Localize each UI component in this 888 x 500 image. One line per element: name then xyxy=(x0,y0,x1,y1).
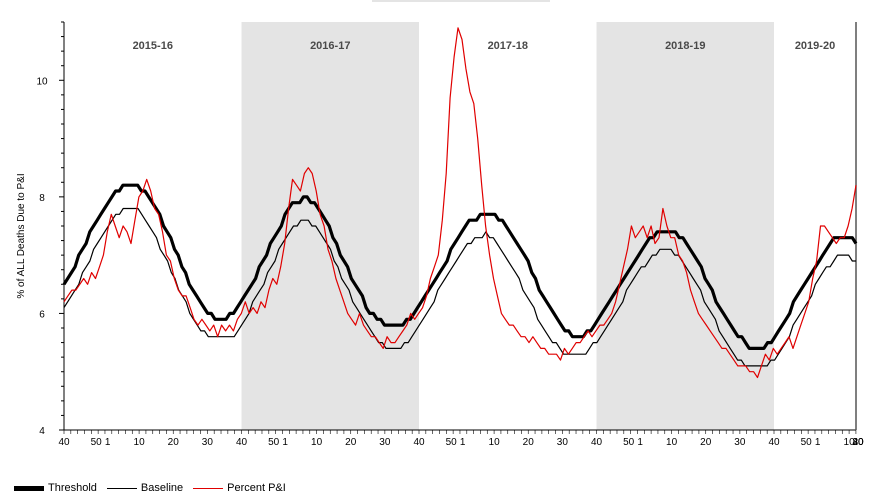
x-tick-label: 1 xyxy=(105,437,111,448)
legend-item-percent-pi[interactable]: Percent P&I xyxy=(193,482,286,494)
x-tick-label: 40 xyxy=(768,437,780,448)
x-tick-label: 10 xyxy=(666,437,678,448)
x-tick-label: 10 xyxy=(489,437,501,448)
legend-swatch-baseline xyxy=(106,487,137,489)
legend-label-baseline: Baseline xyxy=(140,482,184,494)
x-tick-label: 40 xyxy=(236,437,248,448)
legend-swatch-threshold xyxy=(14,485,44,491)
chart: 2015-16 2016-17 2017-18 2018-19 2019-20 4 6 8 1… xyxy=(16,21,864,448)
top-tab-indicator xyxy=(372,0,550,2)
legend: Threshold Baseline Percent P&I xyxy=(14,480,296,496)
x-tick-label: 10 xyxy=(311,437,323,448)
y-tick-label: 4 xyxy=(39,426,45,437)
x-tick-label: 20 xyxy=(523,437,535,448)
legend-item-threshold[interactable]: Threshold xyxy=(14,482,97,494)
y-tick-label: 10 xyxy=(36,76,48,87)
x-tick-label: 50 xyxy=(801,437,813,448)
x-tick-label: 50 xyxy=(446,437,458,448)
y-tick-label: 8 xyxy=(39,193,45,204)
x-tick-label: 20 xyxy=(852,437,864,448)
season-labels: 2015-16 2016-17 2017-18 2018-19 2019-20 xyxy=(133,40,836,52)
legend-label-threshold: Threshold xyxy=(48,482,97,494)
x-tick-label: 30 xyxy=(557,437,569,448)
percent-pi-line xyxy=(63,27,857,379)
x-ticks: 40 50 1 10 20 30 40 50 1 10 20 30 40 50 1 10 20 30 40 50 1 10… xyxy=(58,430,864,448)
x-tick-label: 1 xyxy=(637,437,643,448)
season-bands xyxy=(241,22,774,430)
x-tick-label: 40 xyxy=(58,437,70,448)
x-tick-label: 20 xyxy=(700,437,712,448)
x-tick-label: 1 xyxy=(282,437,288,448)
y-ticks: 4 6 8 10 xyxy=(36,21,64,437)
x-tick-label: 50 xyxy=(91,437,103,448)
legend-label-percent-pi: Percent P&I xyxy=(227,482,286,494)
legend-swatch-percent-pi xyxy=(193,487,224,489)
legend-item-baseline[interactable]: Baseline xyxy=(106,482,184,494)
x-tick-label: 30 xyxy=(852,437,864,448)
y-tick-label: 6 xyxy=(39,309,45,320)
x-tick-label: 50 xyxy=(623,437,635,448)
season-label-2018-19: 2018-19 xyxy=(665,40,705,52)
x-tick-label: 30 xyxy=(379,437,391,448)
x-tick-label: 1 xyxy=(460,437,466,448)
season-label-2016-17: 2016-17 xyxy=(310,40,350,52)
x-tick-label: 10 xyxy=(134,437,146,448)
season-label-2015-16: 2015-16 xyxy=(133,40,173,52)
y-axis-label: % of ALL Deaths Due to P&I xyxy=(16,173,27,298)
season-label-2019-20: 2019-20 xyxy=(795,40,835,52)
x-tick-label: 30 xyxy=(734,437,746,448)
x-tick-label: 40 xyxy=(852,437,864,448)
x-tick-label: 40 xyxy=(591,437,603,448)
x-tick-label: 10 xyxy=(844,437,856,448)
season-label-2017-18: 2017-18 xyxy=(488,40,528,52)
season-band-2018-19 xyxy=(596,22,774,430)
x-tick-label: 20 xyxy=(345,437,357,448)
x-tick-label: 1 xyxy=(815,437,821,448)
x-tick-label: 50 xyxy=(268,437,280,448)
series-lines xyxy=(62,27,858,379)
threshold-line xyxy=(62,183,858,350)
x-tick-label: 40 xyxy=(413,437,425,448)
x-tick-label: 30 xyxy=(202,437,214,448)
x-tick-label: 20 xyxy=(168,437,180,448)
